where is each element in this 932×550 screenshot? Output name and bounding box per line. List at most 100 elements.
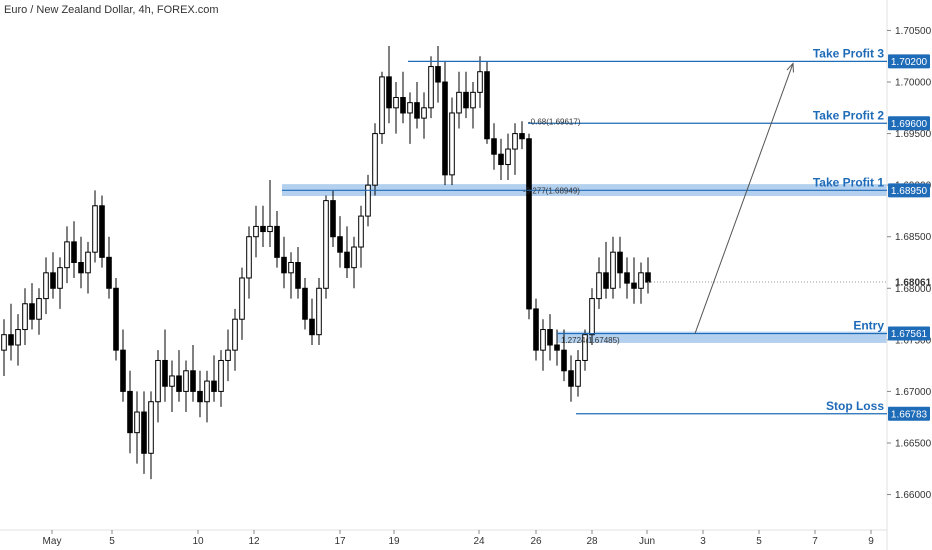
candle-body [127,390,133,434]
y-tick-label: 1.66000 [895,490,932,501]
candle-body [540,329,546,351]
candle-body [568,370,574,387]
candle-body [92,205,98,253]
candle-body [645,272,651,283]
candle-body [379,76,385,135]
x-tick-label: 12 [248,536,260,547]
stop-loss-label: Stop Loss [826,399,884,413]
candle-body [225,349,231,361]
candle-body [323,200,329,289]
chart-title: Euro / New Zealand Dollar, 4h, FOREX.com [4,4,219,16]
x-tick-label: May [43,536,62,547]
take-profit-2-label: Take Profit 2 [813,108,884,122]
candle-body [29,303,35,320]
x-tick-label: 7 [812,536,818,547]
x-tick-label: 28 [586,536,598,547]
trade-levels: Take Profit 3 1.70200 Take Profit 2 1.69600… [282,46,930,421]
candle-body [624,272,630,284]
take-profit-3-price-text: 1.70200 [891,57,928,68]
candle-body [288,262,294,274]
candle-body [316,287,322,336]
y-tick-label: 1.69500 [895,129,932,140]
candle-body [267,225,273,233]
candle-body [85,251,91,274]
candle-body [582,334,588,361]
candle-body [414,102,420,119]
x-tick-label: 5 [109,536,115,547]
candle-body [470,91,476,109]
candle-body [484,71,490,140]
candle-body [148,401,154,454]
candle-body [71,241,77,263]
candle-body [575,359,581,387]
y-tick-label: 1.66500 [895,438,932,449]
candle-body [386,76,392,109]
y-tick-label: 1.68500 [895,232,932,243]
candle-body [78,262,84,274]
candle-body [435,66,441,83]
candle-body [477,71,483,93]
candle-body [456,91,462,114]
candle-body [407,102,413,114]
candle-body [295,262,301,289]
x-tick-label: 19 [388,536,400,547]
candle-body [218,359,224,392]
candle-body [561,349,567,372]
candle-body [50,272,56,289]
candle-body [134,411,140,434]
stop-loss-price-text: 1.66783 [891,409,928,420]
candle-body [505,148,511,166]
candle-body [463,91,469,109]
candle-body [351,246,357,269]
candle-body [519,133,525,140]
candle-body [547,329,553,346]
candle-body [274,225,280,258]
fib-level-label: -0.277(1.68949) [523,186,580,195]
x-tick-label: 10 [192,536,204,547]
current-price-label: 1.68061 [895,277,932,288]
candle-body [15,329,21,346]
candle-body [260,225,266,233]
x-tick-label: Jun [639,536,655,547]
candle-body [106,256,112,289]
entry-price-text: 1.67561 [891,329,928,340]
time-axis[interactable]: May 5 10 12 17 19 24 26 28 Jun 3 5 7 9 [43,530,875,547]
candle-body [36,298,42,320]
take-profit-3-label: Take Profit 3 [813,46,884,60]
candle-body [183,370,189,392]
take-profit-2-price-text: 1.69600 [891,119,928,130]
candle-body [337,236,343,253]
candle-body [358,215,364,248]
candle-body [22,303,28,331]
take-profit-1-label: Take Profit 1 [813,175,884,189]
candle-body [393,97,399,109]
candle-body [309,318,315,336]
candle-body [365,184,371,217]
x-tick-label: 24 [473,536,485,547]
candle-body [99,205,105,258]
y-tick-label: 1.67000 [895,387,932,398]
x-tick-label: 26 [530,536,542,547]
candle-body [43,272,49,300]
candle-body [232,318,238,351]
candle-body [239,277,245,320]
candle-body [610,251,616,289]
candle-body [603,272,609,289]
entry-label: Entry [853,319,884,333]
x-tick-label: 3 [700,536,706,547]
candle-body [596,272,602,300]
candle-body [400,97,406,114]
candle-body [330,200,336,238]
candle-body [302,287,308,320]
y-tick-label: 1.68000 [895,284,932,295]
candle-body [554,344,560,351]
y-tick-label: 1.70500 [895,26,932,37]
candle-body [8,334,14,346]
candle-body [344,251,350,269]
candle-body [449,112,455,176]
candle-body [631,282,637,289]
price-axis[interactable]: 1.705001.700001.695001.690001.685001.680… [887,26,932,501]
candle-body [491,138,497,155]
candle-body [162,359,168,387]
